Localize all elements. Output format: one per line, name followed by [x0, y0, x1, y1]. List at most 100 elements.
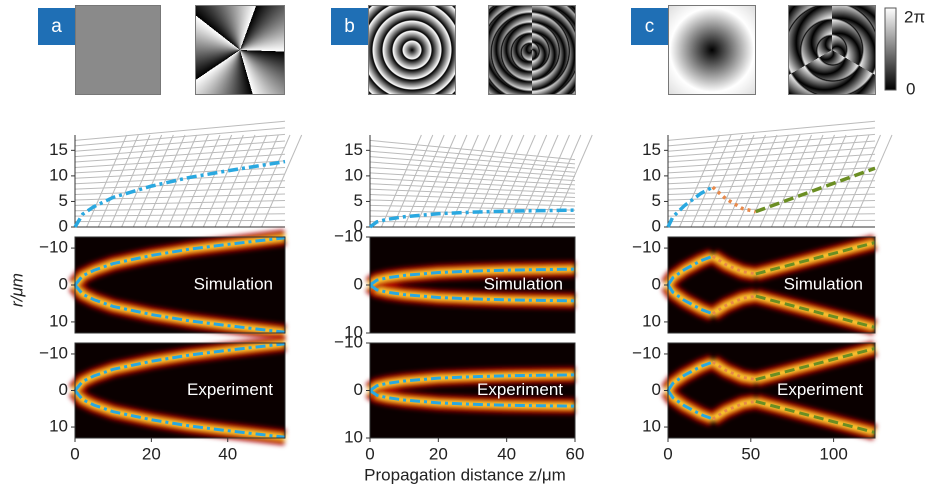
ray: [667, 120, 876, 141]
ray: [369, 199, 576, 207]
ray: [667, 180, 876, 190]
ray: [667, 213, 876, 217]
ray: [736, 134, 778, 228]
ray: [517, 134, 559, 228]
colorbar: [884, 7, 897, 91]
y-tick-label: 10: [344, 165, 363, 184]
x-tick-label: 0: [663, 444, 672, 463]
y-tick-label: 0: [652, 380, 661, 399]
annotation: Simulation: [484, 274, 563, 293]
annotation: Experiment: [777, 380, 863, 399]
ray: [667, 133, 876, 152]
trajectory: [73, 159, 286, 228]
ray: [667, 147, 876, 163]
ray: [805, 134, 847, 228]
ray: [840, 134, 881, 228]
ray: [782, 134, 824, 228]
ray: [369, 177, 576, 190]
colorbar-label: 0: [906, 79, 915, 98]
ray: [74, 180, 286, 190]
trajectory: [711, 294, 757, 316]
ray: [540, 134, 582, 228]
x-axis-label: Propagation distance z/μm: [364, 465, 566, 484]
y-tick-label: 0: [354, 274, 363, 293]
trajectory: [369, 267, 576, 287]
ray: [690, 134, 732, 228]
colorbar-label: 2π: [904, 7, 925, 26]
ray: [759, 134, 801, 228]
ray: [528, 134, 570, 228]
ray: [667, 166, 876, 179]
ray: [74, 133, 286, 152]
trajectory: [755, 294, 876, 329]
phase-image: [75, 5, 161, 95]
ray: [679, 134, 720, 228]
y-tick-label: 10: [642, 311, 661, 330]
ray: [369, 145, 576, 165]
trajectory: [711, 360, 757, 382]
y-tick-label: 0: [354, 380, 363, 399]
trajectory: [73, 236, 286, 286]
ray: [426, 134, 468, 228]
x-tick-label: 20: [142, 444, 161, 463]
ray: [237, 134, 279, 228]
y-tick-label: 0: [652, 274, 661, 293]
y-tick-label: 10: [642, 417, 661, 436]
annotation: Experiment: [477, 380, 563, 399]
trajectory: [369, 389, 576, 408]
trajectory: [666, 389, 714, 421]
ray: [74, 166, 286, 179]
ray: [667, 219, 876, 223]
x-tick-label: 40: [218, 444, 237, 463]
annotation: Experiment: [187, 380, 273, 399]
trajectory: [368, 208, 576, 229]
x-tick-label: 100: [819, 444, 847, 463]
ray: [667, 153, 876, 168]
annotation: Simulation: [194, 274, 273, 293]
phase-image: [788, 5, 876, 95]
ray: [74, 213, 286, 217]
trajectory: [666, 185, 714, 228]
trajectory: [73, 389, 286, 439]
ray: [249, 134, 291, 228]
y-tick-label: 5: [652, 191, 661, 210]
x-tick-label: 20: [429, 444, 448, 463]
y-tick-label: 5: [59, 191, 68, 210]
ray: [261, 134, 303, 228]
ray: [667, 127, 876, 147]
y-tick-label: −10: [39, 343, 68, 362]
y-tick-label: 5: [354, 191, 363, 210]
y-tick-label: 15: [642, 140, 661, 159]
ray: [226, 134, 268, 228]
ray: [74, 206, 286, 212]
ray: [74, 219, 286, 223]
trajectory: [755, 347, 876, 381]
ray: [369, 210, 576, 215]
ray: [202, 134, 244, 228]
y-tick-label: 15: [49, 140, 68, 159]
ray: [369, 183, 576, 194]
ray: [214, 134, 256, 228]
ray: [415, 134, 457, 228]
trajectory: [711, 185, 757, 214]
phase-image: [368, 5, 456, 95]
phase-image: [668, 5, 756, 95]
y-tick-label: 0: [354, 216, 363, 235]
trajectory: [711, 254, 757, 276]
heatmap: [370, 343, 575, 438]
ray: [74, 160, 286, 174]
ray: [74, 153, 286, 168]
phase-image: [488, 5, 576, 95]
ray: [369, 166, 576, 182]
y-tick-label: 0: [59, 380, 68, 399]
ray: [369, 139, 576, 161]
y-tick-label: 10: [344, 427, 363, 446]
ray: [74, 120, 286, 141]
ray: [667, 193, 876, 201]
ray: [369, 172, 576, 186]
ray: [74, 147, 286, 163]
ray: [667, 140, 876, 158]
ray: [483, 134, 525, 228]
ray: [191, 134, 233, 228]
ray: [167, 134, 209, 228]
